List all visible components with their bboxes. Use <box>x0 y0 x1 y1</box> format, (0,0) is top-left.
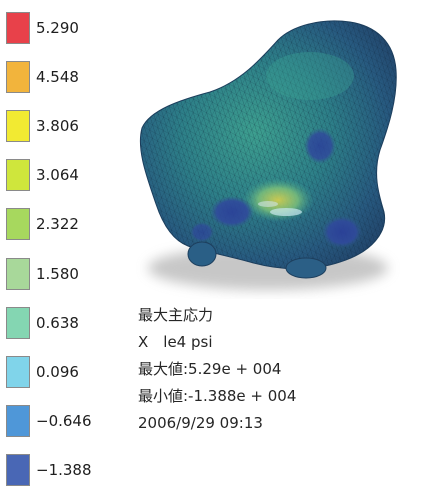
legend-value-label: 5.290 <box>36 19 79 37</box>
stress-model <box>139 20 397 279</box>
result-unit: X le4 psi <box>138 333 213 351</box>
result-title: 最大主応力 <box>138 306 214 324</box>
legend-value-label: 2.322 <box>36 215 79 234</box>
legend-value-label: 0.096 <box>36 362 79 381</box>
legend-value-label: 1.580 <box>36 264 79 283</box>
color-legend: 5.290 4.548 3.806 3.064 2.322 1.580 0.638 0.096… <box>0 0 110 486</box>
result-timestamp: 2006/9/29 09:13 <box>138 414 263 432</box>
legend-value-label: −1.388 <box>36 460 92 479</box>
legend-swatch <box>6 208 30 241</box>
legend-value-label: 3.064 <box>36 166 79 185</box>
legend-value-label: 0.638 <box>36 313 79 332</box>
legend-swatch <box>6 306 30 339</box>
legend-swatch <box>6 110 30 143</box>
legend-swatch <box>6 257 30 290</box>
legend-swatch <box>6 404 30 437</box>
legend-swatch <box>6 355 30 388</box>
stress-model-view <box>139 20 397 290</box>
legend-value-label: 3.806 <box>36 117 79 136</box>
legend-value-label: 4.548 <box>36 68 79 87</box>
result-max-value: 最大値:5.29e + 004 <box>138 360 282 378</box>
legend-swatch <box>6 453 30 486</box>
legend-swatch <box>6 159 30 192</box>
legend-swatch <box>6 12 30 44</box>
legend-value-label: −0.646 <box>36 411 92 430</box>
legend-swatch <box>6 61 30 94</box>
result-info-panel: 最大主応力 X le4 psi 最大値:5.29e + 004 最小値:-1.3… <box>138 304 418 443</box>
result-min-value: 最小値:-1.388e + 004 <box>138 387 297 405</box>
